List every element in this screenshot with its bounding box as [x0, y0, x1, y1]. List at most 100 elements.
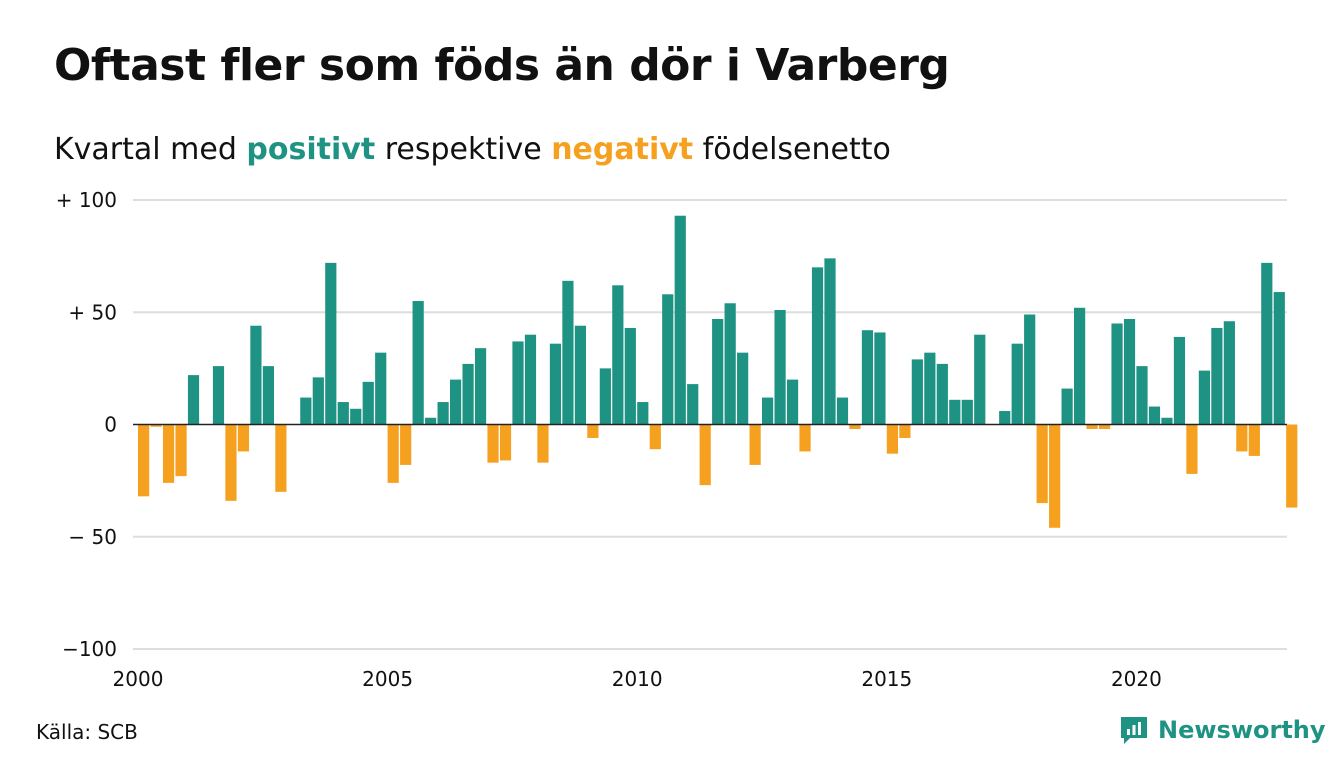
y-tick-label: + 50	[68, 300, 117, 324]
source-note: Källa: SCB	[36, 720, 138, 744]
bar-negative	[499, 424, 512, 461]
bar-positive	[836, 397, 849, 425]
bar-positive	[375, 352, 387, 425]
bar-positive	[574, 325, 586, 425]
bar-positive	[462, 363, 474, 425]
bar-positive	[425, 417, 437, 425]
x-tick-label: 2000	[113, 667, 164, 691]
bar-positive	[1223, 321, 1235, 425]
bars	[138, 215, 1298, 528]
bar-positive	[412, 301, 424, 425]
bar-positive	[524, 334, 537, 425]
bar-negative	[175, 424, 187, 477]
x-axis-ticks: 2000 2005 2010 2015 2020	[113, 667, 1162, 691]
bar-positive	[1011, 343, 1023, 425]
bar-positive	[1198, 370, 1210, 425]
bar-negative	[799, 424, 811, 452]
bar-positive	[737, 352, 749, 425]
subtitle-middle: respektive	[375, 132, 552, 167]
bar-negative	[649, 424, 661, 450]
y-tick-label: + 100	[56, 188, 117, 212]
bar-positive	[811, 267, 824, 425]
bar-positive	[1211, 327, 1223, 425]
bar-positive	[337, 402, 349, 425]
bar-negative	[387, 424, 399, 483]
bar-positive	[961, 399, 973, 425]
bar-negative	[487, 424, 499, 463]
bar-positive	[637, 402, 649, 425]
bar-negative	[237, 424, 250, 452]
brand-name: Newsworthy	[1158, 716, 1326, 744]
bar-positive	[300, 397, 312, 425]
bar-negative	[1248, 424, 1260, 456]
bar-negative	[275, 424, 287, 492]
bar-positive	[612, 285, 624, 425]
y-axis-ticks: + 100 + 50 0 − 50 −100	[56, 188, 117, 661]
newsworthy-logo-icon	[1121, 717, 1147, 744]
y-tick-label: −100	[62, 637, 117, 661]
y-tick-label: 0	[104, 413, 117, 437]
bar-positive	[911, 359, 923, 425]
bar-positive	[474, 348, 487, 425]
bar-positive	[774, 310, 786, 425]
bar-positive	[786, 379, 799, 425]
bar-negative	[699, 424, 711, 486]
x-tick-label: 2020	[1111, 667, 1162, 691]
y-tick-label: − 50	[68, 525, 117, 549]
bar-positive	[861, 330, 874, 425]
bar-positive	[187, 375, 200, 425]
bar-positive	[712, 318, 724, 425]
bar-positive	[362, 381, 374, 425]
bar-negative	[225, 424, 237, 501]
bar-positive	[1261, 262, 1273, 425]
bar-positive	[262, 366, 274, 425]
bar-negative	[1186, 424, 1198, 474]
bar-negative	[1049, 424, 1061, 528]
bar-positive	[1273, 292, 1285, 425]
bar-negative	[587, 424, 599, 438]
bar-negative	[899, 424, 911, 438]
bar-positive	[1074, 307, 1086, 425]
bar-negative	[138, 424, 150, 497]
bar-positive	[662, 294, 674, 425]
bar-positive	[949, 399, 961, 425]
bar-positive	[549, 343, 562, 425]
bar-positive	[312, 377, 324, 425]
bar-positive	[599, 368, 611, 425]
bar-negative	[1086, 424, 1098, 429]
bar-negative	[537, 424, 549, 463]
chart-title: Oftast fler som föds än dör i Varberg	[54, 40, 950, 91]
bar-positive	[687, 384, 699, 425]
bar-positive	[674, 215, 686, 425]
bar-positive	[562, 280, 574, 425]
bar-positive	[1148, 406, 1161, 425]
bar-positive	[874, 332, 886, 425]
bar-negative	[849, 424, 861, 429]
bar-positive	[325, 262, 337, 425]
bar-positive	[924, 352, 936, 425]
bar-positive	[974, 334, 986, 425]
bar-positive	[1161, 417, 1173, 425]
bar-negative	[162, 424, 175, 483]
bar-positive	[450, 379, 462, 425]
bar-positive	[1123, 318, 1136, 425]
gridlines	[133, 199, 1287, 650]
bar-positive	[512, 341, 524, 425]
bar-positive	[350, 408, 362, 425]
bar-positive	[762, 397, 774, 425]
bar-positive	[212, 366, 225, 425]
bar-negative	[1036, 424, 1048, 504]
subtitle-suffix: födelsenetto	[693, 132, 891, 167]
bar-chart: + 100 + 50 0 − 50 −100 2000 2005 2010 2015 2020	[56, 188, 1298, 691]
bar-positive	[1111, 323, 1123, 425]
subtitle-negative: negativt	[551, 132, 694, 167]
bar-positive	[1024, 314, 1036, 425]
bar-positive	[1173, 336, 1186, 425]
brand-logo: Newsworthy	[1118, 714, 1326, 746]
chart-subtitle: Kvartal med positivt respektive negativt…	[54, 132, 891, 167]
bar-positive	[936, 363, 948, 425]
bar-negative	[749, 424, 761, 465]
bar-positive	[1061, 388, 1073, 425]
subtitle-prefix: Kvartal med	[54, 132, 247, 167]
x-tick-label: 2010	[612, 667, 663, 691]
